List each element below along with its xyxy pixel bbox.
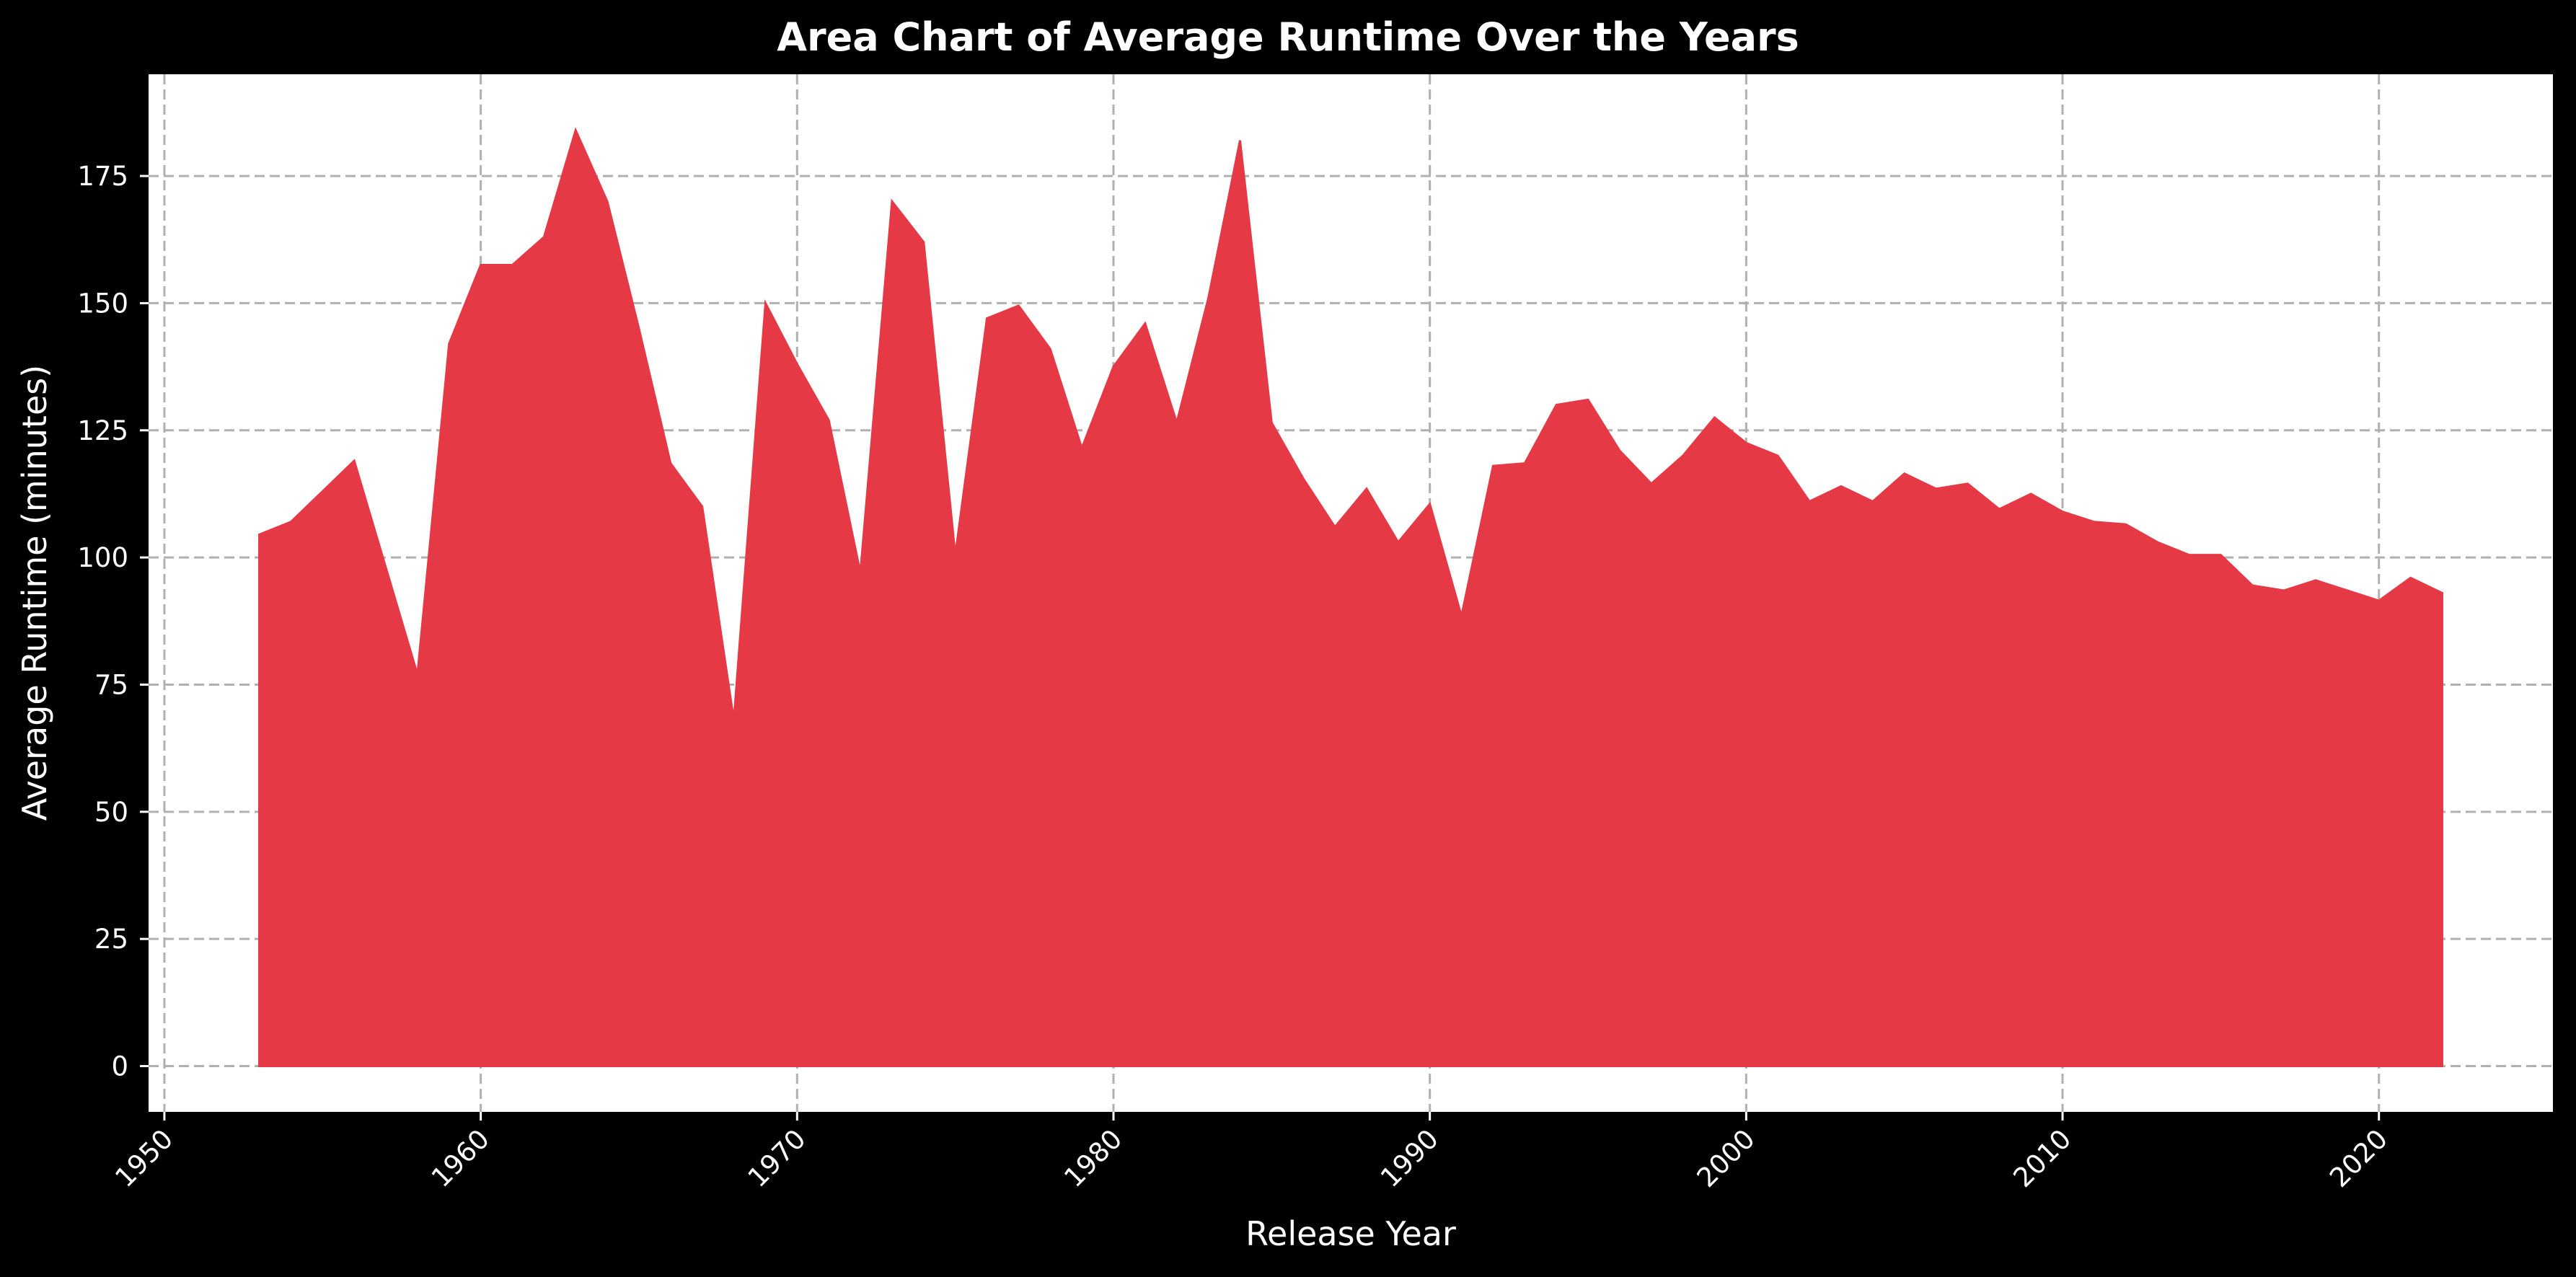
y-tick-label: 0	[111, 1051, 128, 1082]
chart-title: Area Chart of Average Runtime Over the Y…	[777, 14, 1799, 60]
y-tick-label: 75	[94, 669, 128, 700]
x-axis-label: Release Year	[1245, 1214, 1456, 1253]
y-tick-label: 25	[94, 924, 128, 955]
y-axis-label: Average Runtime (minutes)	[15, 365, 54, 821]
y-tick-label: 150	[77, 288, 128, 319]
y-tick-label: 175	[77, 161, 128, 192]
y-tick-label: 50	[94, 797, 128, 828]
y-tick-label: 125	[77, 415, 128, 446]
runtime-area	[258, 127, 2443, 1068]
y-tick-label: 100	[77, 542, 128, 573]
